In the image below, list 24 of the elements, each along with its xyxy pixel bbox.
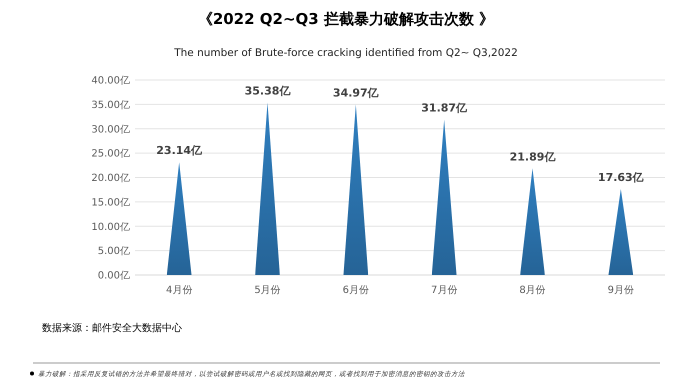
x-tick-label: 4月份 <box>166 285 192 296</box>
y-tick-label: 30.00亿 <box>91 124 130 136</box>
x-tick-label: 9月份 <box>608 285 634 296</box>
y-tick-label: 25.00亿 <box>91 148 130 160</box>
x-tick-label: 6月份 <box>342 285 370 296</box>
y-tick-label: 15.00亿 <box>91 197 130 208</box>
source-note: 数据来源：邮件安全大数据中心 <box>42 322 182 334</box>
y-tick-label: 10.00亿 <box>91 222 130 233</box>
data-label: 17.63亿 <box>598 171 645 184</box>
chart-title: 《2022 Q2~Q3 拦截暴力破解攻击次数 》 <box>198 10 494 28</box>
x-tick-label: 7月份 <box>430 285 458 296</box>
y-tick-label: 35.00亿 <box>91 100 130 111</box>
chart-subtitle: The number of Brute-force cracking identified from Q2~ Q3,2022 <box>173 47 518 59</box>
y-tick-label: 0.00亿 <box>98 270 130 282</box>
data-label: 34.97亿 <box>332 86 380 100</box>
data-label: 35.38亿 <box>244 84 292 98</box>
x-tick-label: 8月份 <box>519 285 546 296</box>
y-tick-label: 20.00亿 <box>91 173 130 184</box>
data-label: 21.89亿 <box>510 150 556 164</box>
y-tick-label: 40.00亿 <box>91 76 130 86</box>
x-tick-label: 5月份 <box>254 285 281 296</box>
data-label: 23.14亿 <box>156 144 204 158</box>
data-label: 31.87亿 <box>421 102 468 115</box>
y-tick-label: 5.00亿 <box>98 246 130 258</box>
